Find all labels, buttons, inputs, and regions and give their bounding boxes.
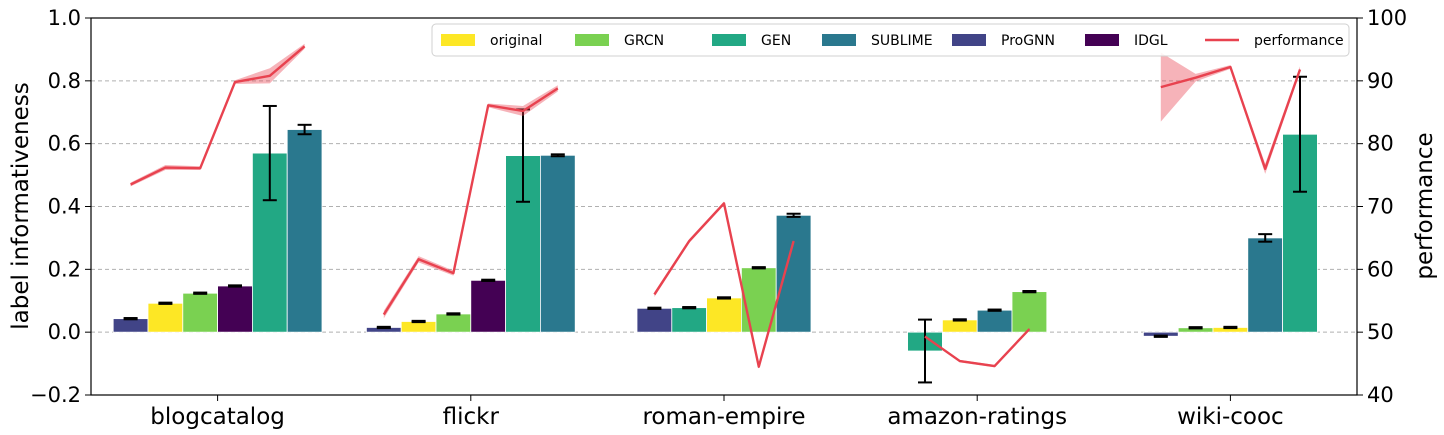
category-labels: blogcatalog flickr roman-empire amazon-rati… [150, 395, 1284, 430]
y-axis-title: label informativeness [8, 82, 34, 330]
legend-label-idgl: IDGL [1134, 33, 1168, 49]
performance-line-roman-empire [653, 202, 795, 368]
performance-line-wiki-cooc [1160, 65, 1302, 171]
y-tick-label: 1.0 [48, 6, 81, 30]
legend-swatch-idgl [1085, 34, 1119, 46]
x-tick-label: wiki-cooc [1177, 404, 1284, 430]
x-tick-label: flickr [443, 404, 500, 430]
y-tick-label: 0.6 [48, 132, 81, 156]
y-tick-label: 0.8 [48, 69, 81, 93]
bar-roman-empire-original [706, 297, 742, 333]
bar-flickr-grcn [435, 313, 472, 333]
left-axis-ticks: −0.2 0.0 0.2 0.4 0.6 0.8 1.0 [30, 6, 91, 407]
bar-flickr-idgl [470, 279, 506, 333]
performance-line-amazon-ratings [924, 328, 1031, 368]
y2-tick-label: 60 [1367, 257, 1394, 281]
legend-swatch-original [441, 34, 475, 46]
legend-label-prognn: ProGNN [1001, 33, 1055, 49]
legend: original GRCN GEN SUBLIME ProGNN IDGL performa… [431, 23, 1350, 57]
legend-swatch-grcn [575, 34, 609, 46]
performance-band-flickr [383, 85, 558, 319]
y-tick-label: 0.2 [48, 257, 81, 281]
performance-line-flickr [382, 87, 559, 316]
legend-swatch-sublime [822, 34, 856, 46]
x-tick-label: roman-empire [642, 404, 805, 430]
legend-swatch-prognn [952, 34, 986, 46]
error-bar-layer [123, 75, 1307, 384]
legend-label-original: original [490, 33, 542, 49]
legend-box [431, 23, 1350, 57]
legend-label-performance: performance [1254, 33, 1344, 49]
bar-roman-empire-gen [671, 307, 707, 333]
performance-line-blogcatalog [130, 45, 306, 186]
y-tick-label: 0.4 [48, 195, 81, 219]
legend-label-grcn: GRCN [624, 33, 664, 49]
bar-roman-empire-sublime [775, 214, 812, 333]
bar-roman-empire-prognn [636, 307, 673, 333]
y2-tick-label: 70 [1367, 195, 1394, 219]
x-tick-label: blogcatalog [150, 404, 285, 430]
y2-tick-label: 40 [1367, 383, 1394, 407]
y2-tick-label: 50 [1367, 320, 1394, 344]
bar-blogcatalog-original [147, 302, 184, 333]
y-tick-label: −0.2 [30, 383, 81, 407]
bar-wiki-cooc-sublime [1247, 237, 1284, 333]
legend-swatch-gen [712, 34, 746, 46]
performance-band-blogcatalog [130, 43, 305, 187]
y2-tick-label: 90 [1367, 69, 1394, 93]
x-tick-label: amazon-ratings [887, 404, 1067, 430]
performance-band-wiki-cooc [1160, 52, 1300, 174]
bar-amazon-ratings-original [942, 319, 978, 333]
bar-flickr-sublime [540, 154, 576, 333]
bar-blogcatalog-grcn [182, 292, 219, 333]
y2-tick-label: 100 [1367, 6, 1407, 30]
bar-blogcatalog-idgl [217, 285, 253, 333]
bar-blogcatalog-prognn [112, 318, 149, 333]
y2-axis-title: performance [1412, 132, 1438, 279]
legend-label-gen: GEN [761, 33, 791, 49]
y2-tick-label: 80 [1367, 132, 1394, 156]
bar-blogcatalog-sublime [286, 129, 323, 333]
y-tick-label: 0.0 [48, 320, 81, 344]
bar-amazon-ratings-grcn [1011, 291, 1048, 333]
right-axis-ticks: 40 50 60 70 80 90 100 [1357, 6, 1407, 407]
bar-amazon-ratings-sublime [976, 309, 1013, 333]
bar-layer [112, 129, 1318, 352]
legend-label-sublime: SUBLIME [871, 33, 933, 49]
performance-layer [130, 43, 1302, 369]
